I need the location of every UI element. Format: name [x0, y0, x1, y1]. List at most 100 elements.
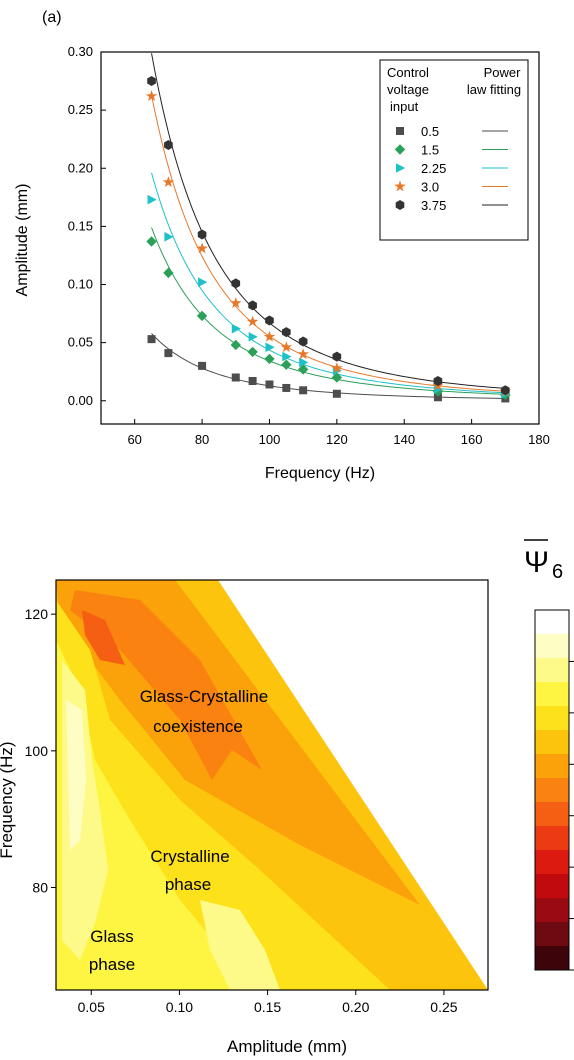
legend-header-right-1: Power — [484, 65, 522, 80]
data-point-3.75 — [500, 385, 510, 396]
x-tick-label: 80 — [195, 432, 209, 447]
legend-header-right-2: law fitting — [467, 82, 521, 97]
legend-header-left-1: Control — [387, 65, 429, 80]
data-point-1.5 — [163, 267, 174, 279]
x-tick-label: 180 — [528, 432, 550, 447]
data-point-2.25 — [198, 277, 208, 287]
data-point-1.5 — [297, 364, 309, 375]
y-tick-label: 0.10 — [68, 277, 93, 292]
colorbar-segment — [535, 898, 569, 923]
data-point-2.25 — [147, 194, 157, 205]
data-point-3.0 — [145, 90, 158, 102]
y-axis-label: Amplitude (mm) — [14, 184, 31, 297]
data-point-3.0 — [196, 242, 208, 254]
data-point-3.0 — [297, 348, 309, 360]
colorbar-title: Ψ 6 — [524, 539, 563, 583]
data-point-1.5 — [264, 353, 275, 365]
data-point-3.75 — [197, 229, 207, 240]
data-point-0.5 — [299, 386, 308, 395]
legend-label: 1.5 — [421, 143, 439, 158]
y-axis-label-b: Frequency (Hz) — [0, 741, 16, 858]
data-point-0.5 — [265, 380, 274, 389]
legend-label: 0.5 — [421, 124, 439, 139]
x-tick-label: 140 — [393, 432, 415, 447]
data-point-0.5 — [231, 373, 240, 382]
data-point-3.75 — [164, 140, 173, 150]
x-tick-label-b: 0.15 — [254, 999, 281, 1015]
x-tick-label-b: 0.25 — [430, 999, 457, 1015]
data-point-3.75 — [332, 351, 342, 362]
data-point-2.25 — [164, 232, 174, 242]
colorbar-segment — [535, 706, 569, 731]
data-point-0.5 — [282, 383, 291, 392]
colorbar-segment — [535, 634, 569, 659]
legend-marker — [396, 163, 406, 173]
legend: Control voltage input Power law fitting … — [379, 59, 529, 241]
data-point-1.5 — [230, 339, 241, 351]
data-point-1.5 — [247, 346, 258, 358]
x-axis-ticks: 60 80 100 120 140 160 180 — [127, 419, 550, 447]
data-point-2.25 — [282, 351, 292, 362]
legend-header-left-2: voltage — [387, 82, 429, 97]
colorbar-segment — [535, 922, 569, 947]
x-tick-label: 60 — [127, 432, 141, 447]
data-point-2.25 — [248, 332, 258, 342]
data-point-3.0 — [230, 297, 242, 308]
data-point-0.5 — [433, 393, 442, 402]
colorbar-title-psi: Ψ — [524, 546, 549, 579]
panel-label: (a) — [42, 9, 62, 26]
x-tick-label: 120 — [326, 432, 348, 447]
data-point-1.5 — [281, 359, 292, 370]
plot-frame-b — [55, 579, 489, 991]
fit-line-1.5 — [151, 227, 506, 395]
colorbar — [534, 609, 574, 971]
colorbar-segment — [535, 754, 569, 779]
colorbar-title-subscript: 6 — [552, 561, 563, 583]
contour-level-6 — [56, 640, 260, 990]
legend-items: 0.5 1.5 2.25 3.0 3.75 — [394, 124, 508, 213]
data-point-2.25 — [231, 323, 241, 334]
data-point-1.5 — [146, 236, 157, 247]
annotation-crystalline-1: Crystalline — [150, 847, 229, 866]
y-tick-label: 0.00 — [68, 393, 93, 408]
data-point-3.75 — [433, 375, 443, 386]
data-point-3.0 — [246, 315, 259, 327]
colorbar-segment — [535, 610, 569, 635]
colorbar-segment — [535, 730, 569, 755]
fit-line-3.0 — [151, 95, 506, 392]
legend-marker — [394, 180, 406, 192]
colorbar-segment — [535, 826, 569, 851]
fit-line-3.75 — [151, 53, 506, 389]
x-tick-label-b: 0.20 — [342, 999, 369, 1015]
y-tick-label: 0.20 — [68, 160, 93, 175]
legend-header-left-3: input — [390, 99, 419, 114]
data-point-3.75 — [281, 327, 291, 338]
annotation-coexistence-2: coexistence — [153, 717, 243, 736]
data-point-3.75 — [231, 278, 241, 289]
data-point-1.5 — [331, 372, 343, 383]
annotation-glass-2: phase — [89, 955, 135, 974]
y-tick-label: 0.30 — [68, 44, 93, 59]
y-tick-label-b: 120 — [25, 606, 49, 622]
annotation-glass-1: Glass — [90, 927, 133, 946]
y-tick-label-b: 100 — [25, 743, 49, 759]
y-tick-label: 0.05 — [68, 335, 93, 350]
y-axis-ticks: 0.00 0.05 0.10 0.15 0.20 0.25 0.30 — [68, 44, 106, 408]
y-tick-label: 0.15 — [68, 218, 93, 233]
fit-line-0.5 — [151, 333, 506, 399]
data-point-0.5 — [147, 335, 156, 344]
colorbar-segment — [535, 850, 569, 875]
colorbar-segment — [535, 778, 569, 803]
contour-level-3 — [70, 590, 262, 780]
data-point-3.75 — [248, 300, 257, 311]
colorbar-segment — [535, 946, 569, 971]
data-point-0.5 — [332, 389, 341, 398]
data-point-3.0 — [280, 341, 293, 353]
data-point-0.5 — [248, 376, 257, 385]
legend-marker — [394, 144, 406, 155]
phase-diagram-heatmap: 0.05 0.10 0.15 0.20 0.25 80 100 120 Amplitude … — [0, 539, 574, 1056]
data-point-3.75 — [265, 315, 274, 326]
annotation-crystalline-2: phase — [165, 875, 211, 894]
y-tick-label: 0.25 — [68, 102, 93, 117]
data-point-0.5 — [164, 349, 173, 358]
